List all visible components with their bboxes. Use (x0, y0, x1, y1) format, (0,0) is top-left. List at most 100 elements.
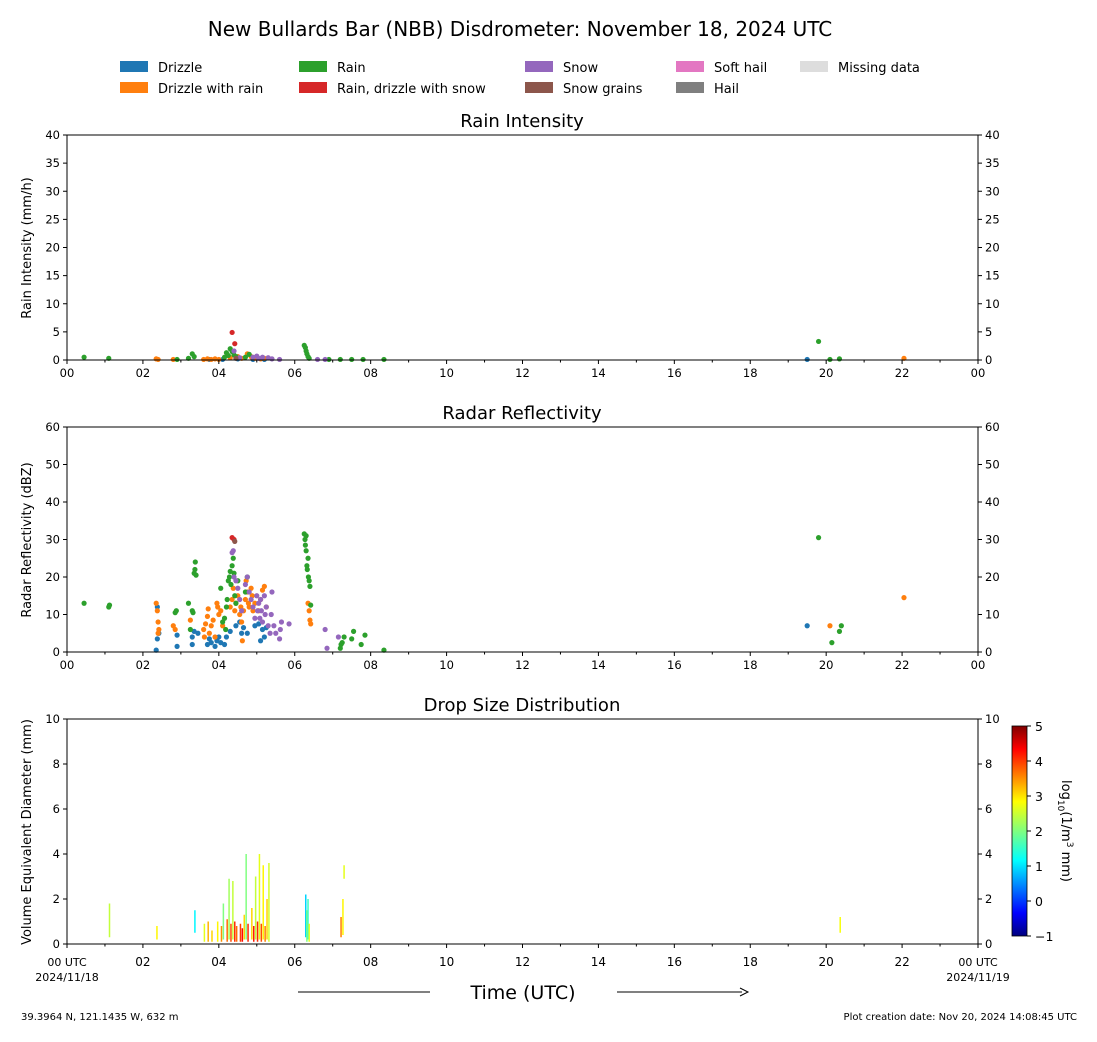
data-point (804, 623, 810, 629)
x-tick-label: 10 (439, 955, 454, 969)
data-point (229, 596, 235, 603)
y-tick-label: 6 (985, 802, 992, 816)
x-tick-label: 12 (515, 955, 530, 969)
x-tick-label: 12 (515, 366, 530, 380)
data-point (261, 583, 267, 589)
data-point (195, 630, 201, 636)
colorbar-tick-label: 0 (1035, 894, 1043, 909)
x-start-label: 00 UTC (47, 956, 87, 969)
data-point (187, 626, 193, 633)
data-point (191, 354, 197, 360)
dsd-cell (258, 854, 261, 940)
data-point (155, 619, 161, 625)
drop-size-ylabel: Volume Equivalent Diameter (mm) (20, 719, 35, 945)
colorbar-tick-label: 5 (1035, 719, 1043, 734)
dsd-cell (304, 894, 307, 938)
colorbar-gradient (1011, 725, 1028, 937)
x-tick-label: 10 (439, 658, 454, 672)
data-point (246, 351, 252, 357)
x-tick-label: 16 (667, 955, 682, 969)
dsd-cell (194, 910, 196, 933)
data-point (304, 563, 310, 569)
y-tick-label: 2 (985, 892, 992, 906)
y-tick-label: 15 (985, 269, 1000, 283)
y-tick-label: 30 (985, 184, 1000, 198)
y-tick-label: 8 (53, 757, 60, 771)
data-point (286, 621, 292, 627)
dsd-cell (308, 923, 310, 942)
data-point (337, 356, 343, 363)
x-tick-label: 06 (287, 366, 302, 380)
data-point (153, 647, 159, 653)
data-point (836, 628, 843, 634)
data-point (273, 630, 279, 636)
dsd-cell (243, 914, 246, 940)
data-point (208, 640, 214, 646)
data-point (268, 611, 274, 618)
data-point (261, 593, 267, 599)
y-tick-label: 40 (985, 495, 1000, 509)
data-point (322, 356, 328, 363)
data-point (227, 628, 233, 634)
data-point (901, 595, 907, 601)
data-point (307, 583, 313, 589)
x-tick-label: 20 (819, 658, 834, 672)
drop-size-panel: Drop Size Distribution Volume Equivalent… (20, 695, 1000, 969)
y-tick-label: 60 (985, 420, 1000, 434)
data-point (246, 604, 252, 610)
data-point (192, 559, 198, 565)
data-point (225, 352, 231, 359)
data-point (224, 596, 230, 603)
data-point (208, 356, 214, 363)
time-arrow-head (739, 987, 750, 997)
dsd-cell (340, 917, 342, 938)
plot-frame (66, 426, 979, 653)
y-tick-label: 2 (53, 892, 60, 906)
data-point (235, 585, 241, 591)
y-tick-label: 0 (985, 353, 992, 367)
y-tick-label: 4 (985, 847, 992, 861)
dsd-cell (268, 863, 270, 942)
legend-label: Soft hail (714, 61, 767, 76)
x-end-date: 2024/11/19 (946, 971, 1009, 984)
data-point (232, 608, 238, 614)
data-point (223, 634, 230, 640)
location-text: 39.3964 N, 121.1435 W, 632 m (21, 1012, 179, 1023)
y-tick-label: 5 (53, 325, 60, 339)
legend-swatch (525, 82, 553, 93)
x-tick-label: 16 (667, 366, 682, 380)
dsd-cell (256, 921, 259, 942)
data-point (189, 641, 195, 648)
data-point (265, 623, 271, 629)
legend-swatch (299, 61, 327, 72)
rain-intensity-ylabel: Rain Intensity (mm/h) (20, 177, 35, 319)
data-point (221, 615, 228, 621)
data-point (267, 630, 273, 636)
radar-reflectivity-panel: Radar Reflectivity Radar Reflectivity (d… (20, 403, 1000, 672)
legend-swatch (676, 82, 704, 93)
dsd-cell (264, 926, 266, 942)
data-point (221, 641, 228, 648)
data-point (314, 356, 321, 363)
data-point (230, 585, 236, 591)
x-tick-label: 02 (136, 366, 151, 380)
y-tick-label: 10 (45, 297, 60, 311)
data-point (212, 634, 218, 640)
data-point (269, 589, 275, 595)
data-point (242, 581, 249, 588)
data-point (339, 640, 345, 646)
data-point (81, 600, 87, 606)
y-tick-label: 8 (985, 757, 992, 771)
y-tick-label: 5 (985, 325, 992, 339)
legend-swatch (525, 61, 553, 72)
data-point (240, 625, 247, 631)
data-point (230, 555, 236, 561)
data-point (254, 608, 261, 614)
y-tick-label: 20 (45, 241, 60, 255)
y-tick-label: 20 (45, 570, 60, 584)
creation-date-text: Plot creation date: Nov 20, 2024 14:08:4… (844, 1012, 1077, 1023)
rain-intensity-panel: Rain Intensity Rain Intensity (mm/h) 0 05… (20, 111, 1000, 380)
dsd-cell (220, 926, 223, 942)
x-tick-label: 20 (819, 366, 834, 380)
x-tick-label: 16 (667, 658, 682, 672)
